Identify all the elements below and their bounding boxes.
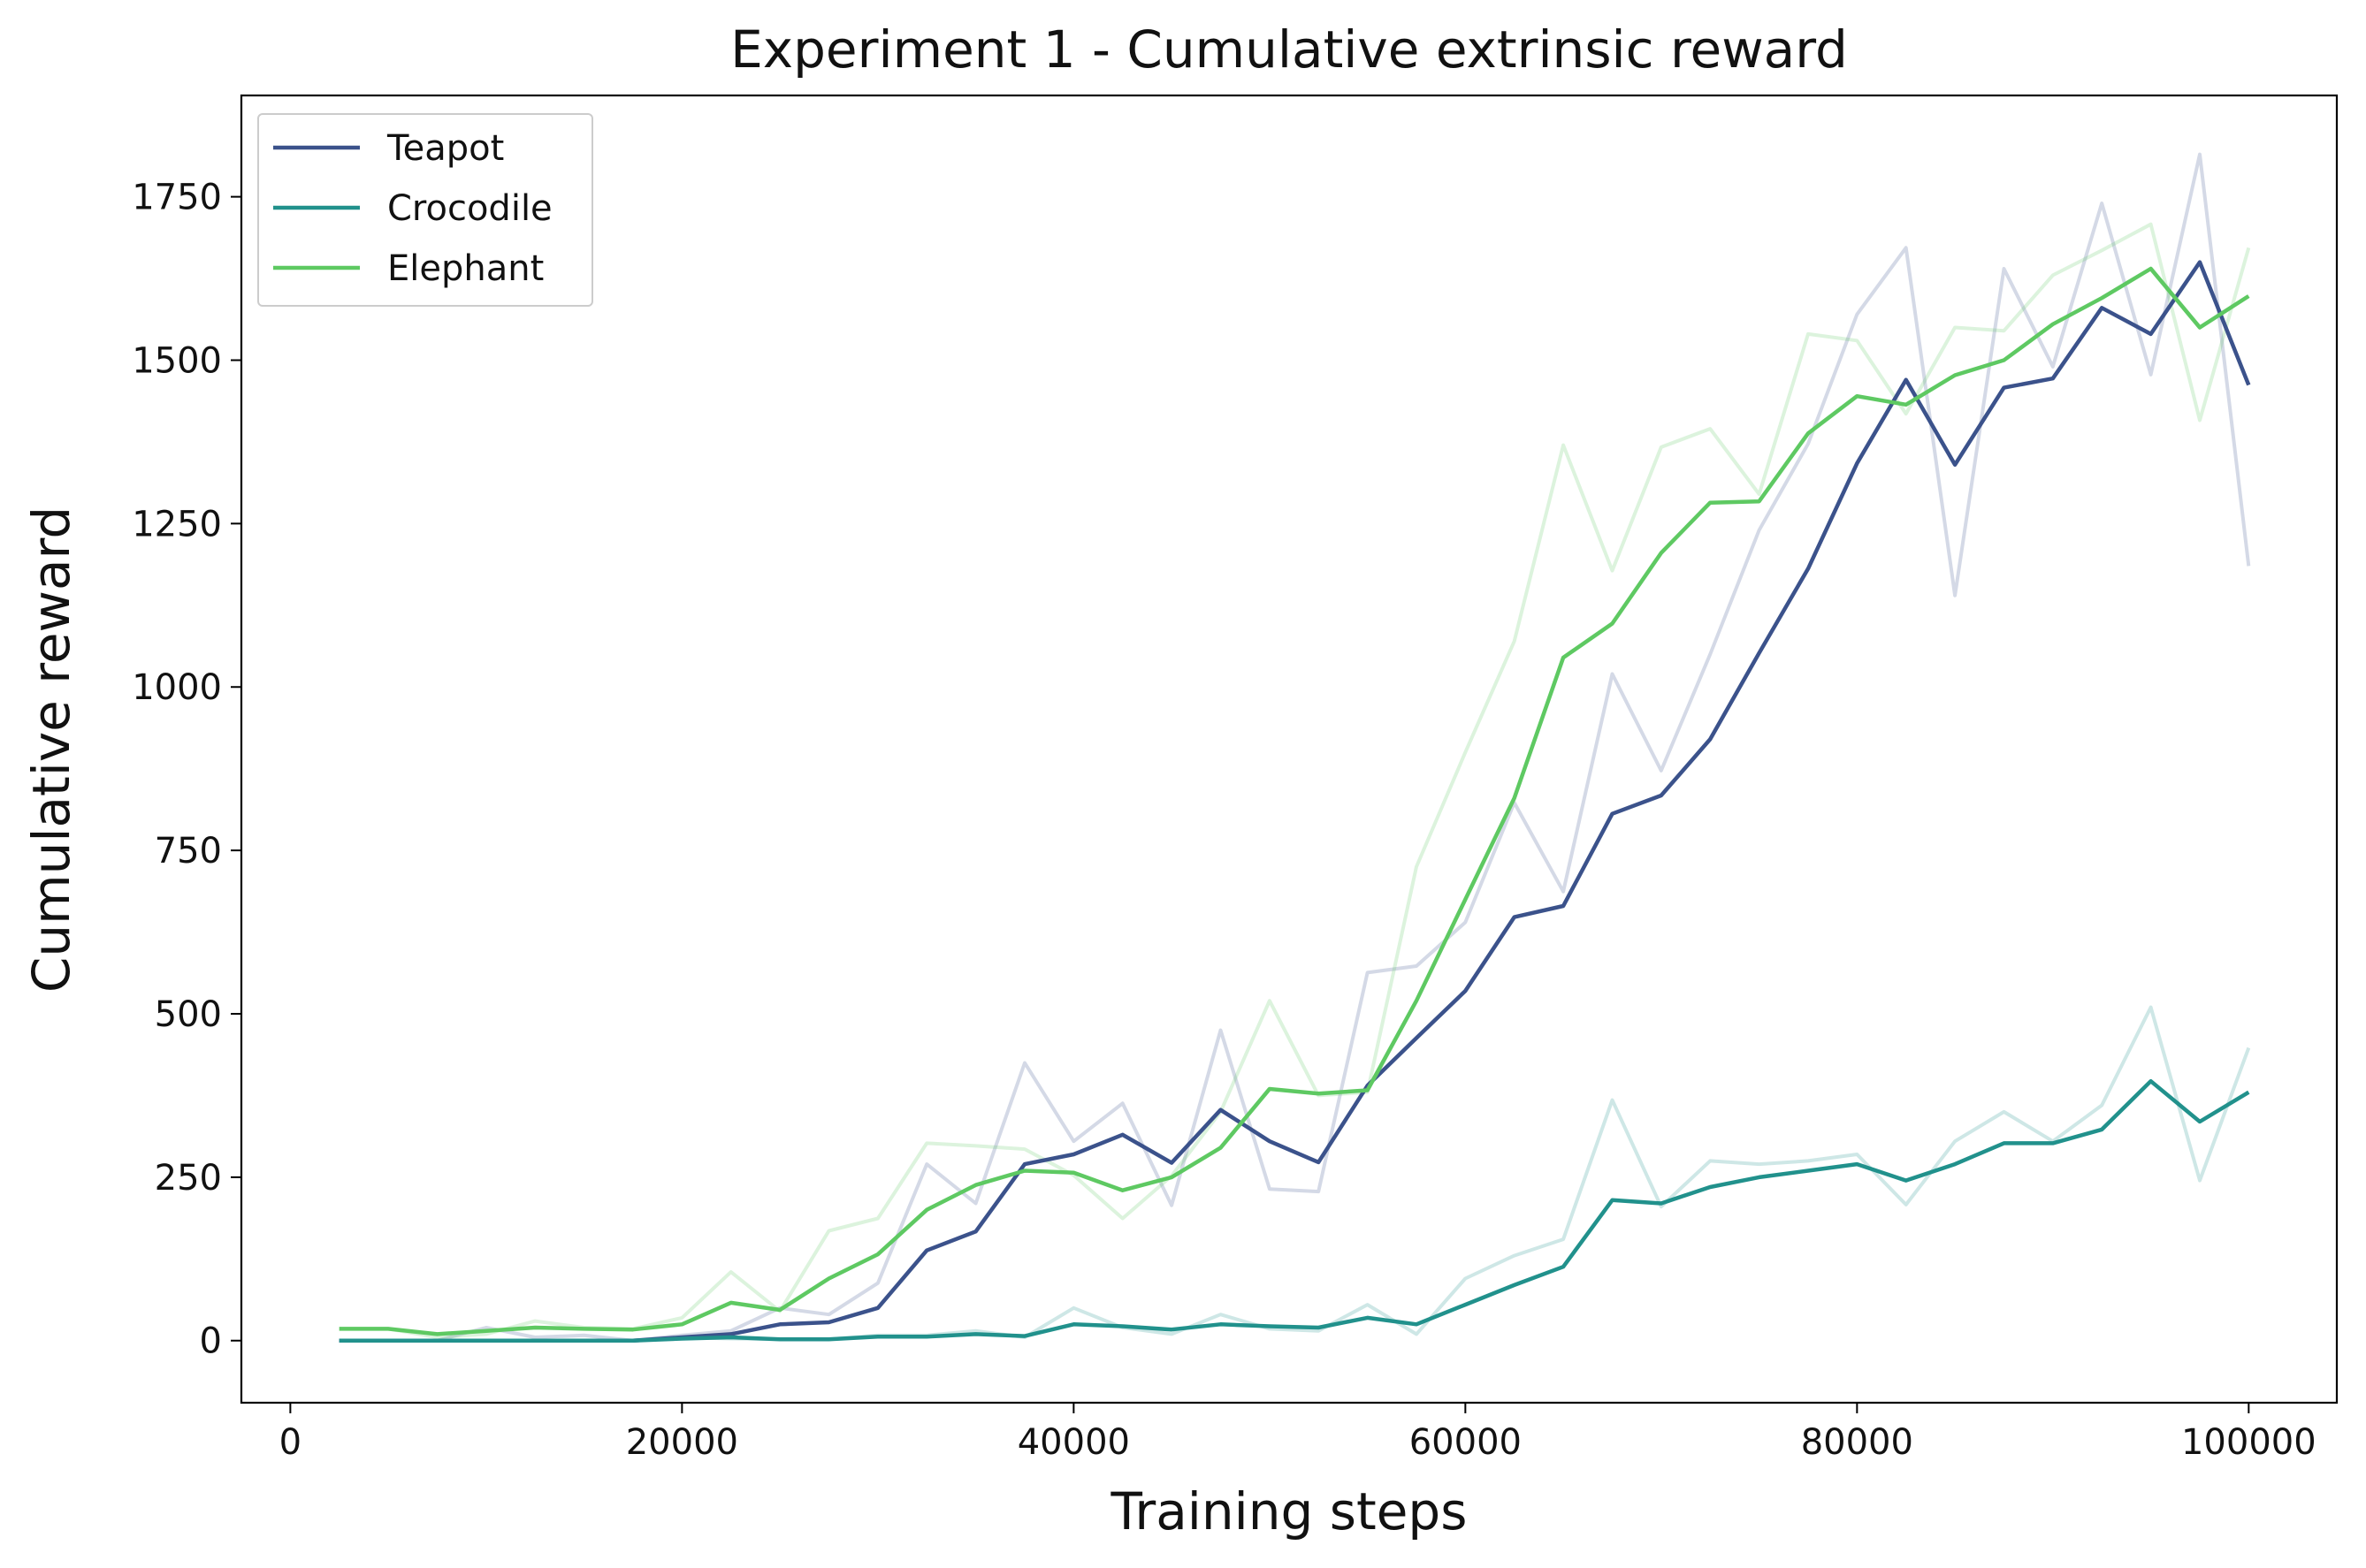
series-raw-line-elephant	[339, 222, 2251, 1339]
series-line-crocodile	[339, 1078, 2250, 1343]
y-tick-label: 0	[200, 1321, 222, 1362]
x-axis-label: Training steps	[1110, 1481, 1468, 1541]
x-axis-ticks: 0 20000 40000 60000 80000 100000	[279, 1403, 2316, 1463]
legend-label-elephant: Elephant	[387, 248, 544, 289]
y-tick-label: 1500	[132, 340, 222, 381]
series-line-elephant	[339, 266, 2250, 1336]
y-axis-ticks: 0 250 500 750 1000 1250 1500 1750	[132, 178, 241, 1362]
plot-area	[339, 152, 2251, 1343]
legend-box	[257, 113, 593, 307]
y-tick-label: 1250	[132, 504, 222, 544]
x-tick-label: 60000	[1409, 1422, 1522, 1463]
legend-label-crocodile: Crocodile	[387, 188, 553, 229]
x-tick-label: 100000	[2181, 1422, 2316, 1463]
legend: Teapot Crocodile Elephant	[257, 113, 593, 307]
y-tick-label: 500	[155, 994, 222, 1035]
chart-title: Experiment 1 - Cumulative extrinsic rewa…	[730, 19, 1848, 80]
x-tick-label: 40000	[1018, 1422, 1130, 1463]
y-tick-label: 750	[155, 831, 222, 872]
x-tick-label: 0	[279, 1422, 301, 1463]
plot-frame	[240, 94, 2339, 1404]
x-tick-label: 80000	[1801, 1422, 1913, 1463]
legend-label-teapot: Teapot	[386, 128, 504, 169]
y-tick-label: 250	[155, 1158, 222, 1199]
x-tick-label: 20000	[626, 1422, 738, 1463]
y-tick-label: 1000	[132, 667, 222, 708]
y-axis-label: Cumulative reward	[21, 506, 81, 993]
y-tick-label: 1750	[132, 178, 222, 218]
